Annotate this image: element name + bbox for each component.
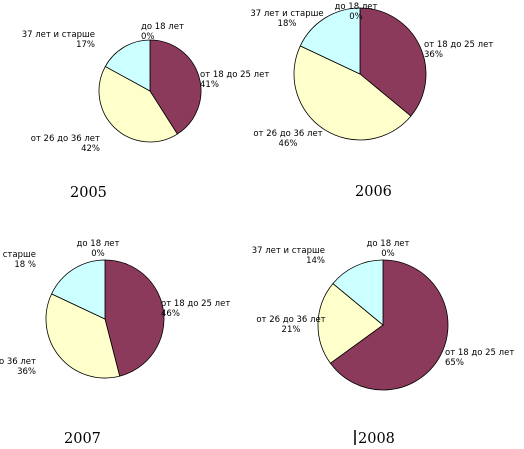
pie-slice-from26to36 [317,283,384,364]
slice-value-label: 21% [282,325,301,335]
slice-category-label: от 26 до 36 лет [0,357,36,367]
slice-category-label: до 18 лет [141,22,184,32]
pie-chart-2006: до 18 лет 0% от 18 до 25 лет 36% от 26 до 36… [250,2,493,149]
slice-value-label: 41% [200,80,219,90]
pie-slice-from26to36 [45,293,121,379]
year-label-2007: 2007 [64,431,101,447]
slice-label-under18: до 18 лет 0% [367,239,410,259]
slice-value-label: 18 % [14,260,36,270]
slice-label-under18: до 18 лет 0% [335,2,378,22]
slice-value-label: 36% [17,367,36,377]
slice-category-label: от 26 до 36 лет [253,129,322,139]
slice-label-under18: до 18 лет 0% [77,239,120,259]
slice-value-label: 65% [445,358,464,368]
pie-slice-from18to25 [359,7,427,117]
slice-category-label: 37 лет и старше [252,246,325,256]
slice-label-from18to25: от 18 до 25 лет 65% [445,348,514,368]
pie-slice-over37 [104,39,151,92]
slice-category-label: от 18 до 25 лет [200,70,269,80]
slice-label-from26to36: от 26 до 36 лет 21% [256,315,325,335]
slice-category-label: от 26 до 36 лет [256,315,325,325]
slice-value-label: 14% [306,256,325,266]
slice-category-label: 37 лет и старше [250,9,323,19]
slice-label-from18to25: от 18 до 25 лет 46% [161,299,230,319]
slice-category-label: от 18 до 25 лет [161,299,230,309]
slice-value-label: 17% [76,40,95,50]
slice-value-label: 0% [141,32,155,42]
slice-label-over37: 37 лет и старше 18% [250,9,323,29]
pie-slice-from18to25 [104,259,165,377]
year-label-2006: 2006 [355,184,392,200]
slice-category-label: 37 лет и старше [22,30,95,40]
slice-value-label: 18% [278,19,297,29]
slice-category-label: до 18 лет [77,239,120,249]
slice-label-from26to36: от 26 до 36 лет 42% [31,134,100,154]
pie-chart-2005: до 18 лет 0% от 18 до 25 лет 41% от 26 до 36… [22,22,270,154]
pie-slice-over37 [332,259,384,326]
slice-category-label: до 18 лет [335,2,378,12]
slice-category-label: от 18 до 25 лет [424,40,493,50]
pie-chart-2008: до 18 лет 0% от 18 до 25 лет 65% от 26 до 36… [252,239,514,391]
pie-slice-from26to36 [293,45,412,141]
slice-label-under18: до 18 лет 0% [141,22,184,42]
slice-label-from18to25: от 18 до 25 лет 41% [200,70,269,90]
slice-value-label: 36% [424,50,443,60]
slice-category-label: 37 лет и старше [0,250,36,260]
slice-value-label: 46% [279,139,298,149]
slice-label-from26to36: от 26 до 36 лет 46% [253,129,322,149]
pie-slice-from18to25 [329,259,449,391]
slice-value-label: 0% [349,12,363,22]
pie-slice-from26to36 [98,65,178,143]
slice-label-over37: 37 лет и старше 14% [252,246,325,266]
slice-value-label: 42% [81,144,100,154]
slice-value-label: 0% [91,249,105,259]
year-label-2005: 2005 [70,185,107,201]
pie-slice-over37 [299,7,361,75]
slice-category-label: до 18 лет [367,239,410,249]
slice-category-label: от 26 до 36 лет [31,134,100,144]
pie-slice-over37 [51,259,106,320]
slice-label-from18to25: от 18 до 25 лет 36% [424,40,493,60]
year-label-2008: 2008 [358,431,395,447]
slice-label-over37: 37 лет и старше 17% [22,30,95,50]
slice-category-label: от 18 до 25 лет [445,348,514,358]
slice-value-label: 46% [161,309,180,319]
slice-value-label: 0% [381,249,395,259]
